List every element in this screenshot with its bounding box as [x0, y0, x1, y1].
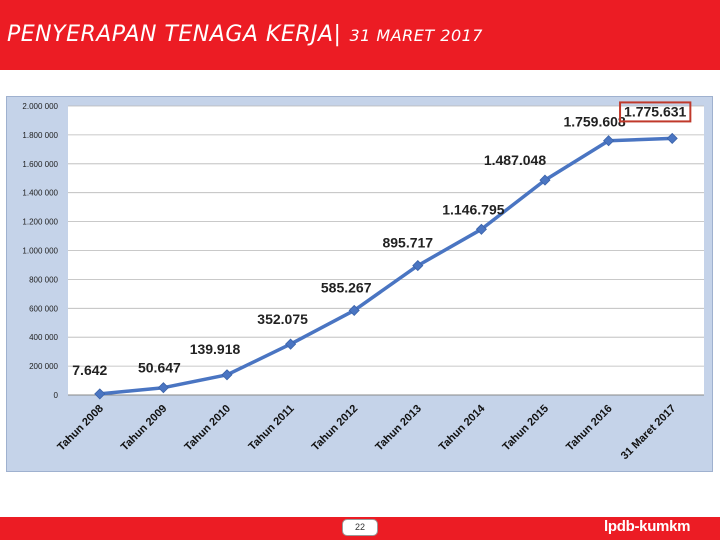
x-tick-label: Tahun 2014 — [437, 402, 488, 453]
x-tick-label: Tahun 2011 — [246, 403, 296, 453]
x-tick-label: Tahun 2012 — [310, 403, 361, 454]
x-tick-label: Tahun 2010 — [182, 403, 233, 454]
data-point — [157, 382, 169, 394]
page-title-date: 31 MARET 2017 — [349, 26, 483, 45]
y-tick-label: 1.200 000 — [22, 218, 58, 227]
x-tick-label: Tahun 2008 — [55, 403, 106, 454]
y-tick-label: 0 — [54, 391, 59, 400]
data-point — [221, 369, 233, 381]
y-tick-label: 1.600 000 — [22, 160, 58, 169]
x-tick-label: Tahun 2016 — [564, 403, 615, 454]
y-tick-label: 1.400 000 — [22, 189, 58, 198]
x-tick-label: 31 Maret 2017 — [619, 403, 679, 463]
page-number: 22 — [342, 519, 378, 536]
y-tick-label: 600 000 — [29, 304, 58, 313]
data-label: 1.146.795 — [442, 201, 504, 217]
data-label: 7.642 — [72, 362, 107, 378]
data-point — [285, 338, 297, 350]
data-label: 1.487.048 — [484, 152, 546, 168]
header-bar: PENYERAPAN TENAGA KERJA| 31 MARET 2017 — [0, 0, 720, 70]
y-tick-label: 200 000 — [29, 362, 58, 371]
x-tick-label: Tahun 2015 — [500, 403, 551, 454]
data-label: 50.647 — [138, 360, 181, 376]
brand-logo: lpdb-kumkm — [604, 518, 691, 535]
y-tick-label: 1.800 000 — [22, 131, 58, 140]
y-tick-label: 1.000 000 — [22, 247, 58, 256]
y-tick-label: 400 000 — [29, 333, 58, 342]
x-tick-label: Tahun 2013 — [373, 403, 424, 454]
data-point — [412, 260, 424, 272]
data-point — [94, 388, 106, 400]
data-point — [603, 135, 615, 147]
page-title-main: PENYERAPAN TENAGA KERJA| — [7, 22, 342, 47]
data-label: 139.918 — [190, 341, 241, 357]
x-tick-label: Tahun 2009 — [119, 403, 170, 454]
y-tick-label: 2.000 000 — [22, 102, 58, 111]
data-point — [475, 223, 487, 235]
data-point — [348, 304, 360, 316]
data-point — [666, 132, 678, 144]
page-title: PENYERAPAN TENAGA KERJA| 31 MARET 2017 — [7, 22, 483, 47]
data-label: 895.717 — [382, 235, 433, 251]
data-point — [539, 174, 551, 186]
y-tick-label: 800 000 — [29, 275, 58, 284]
data-label: 1.775.631 — [624, 103, 686, 119]
data-label: 585.267 — [321, 279, 372, 295]
series-line — [98, 136, 674, 396]
data-label: 352.075 — [257, 311, 308, 327]
highlight-box — [619, 101, 692, 123]
data-label: 1.759.608 — [563, 114, 625, 130]
